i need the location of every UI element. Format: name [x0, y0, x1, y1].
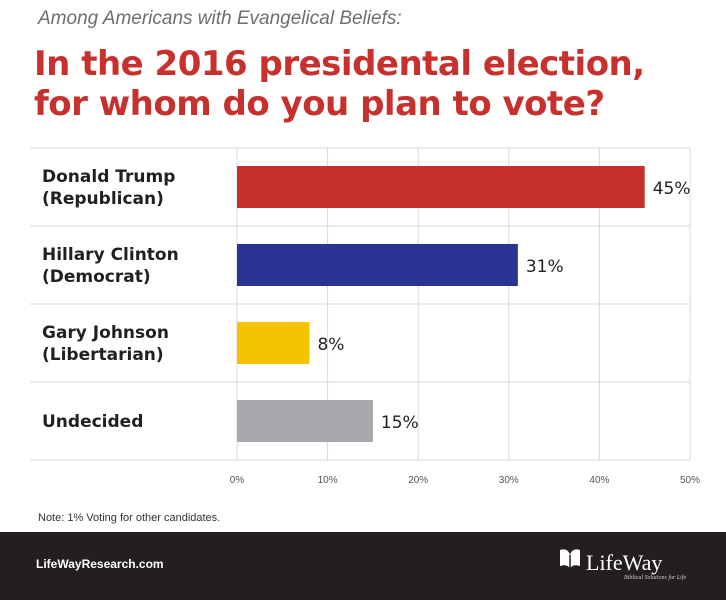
x-tick-label: 0% — [230, 475, 245, 486]
data-label: 31% — [526, 257, 564, 277]
bar-gary-johnson — [237, 322, 310, 364]
chart-title-line-2: for whom do you plan to vote? — [34, 84, 605, 124]
bar-hillary-clinton — [237, 244, 518, 286]
chart-title: In the 2016 presidental election, for wh… — [34, 44, 645, 124]
category-label: Undecided — [42, 412, 143, 432]
category-label: Gary Johnson (Libertarian) — [42, 323, 169, 365]
x-tick-label: 10% — [318, 475, 338, 486]
footer-website-link[interactable]: LifeWayResearch.com — [36, 557, 164, 571]
bar-chart: 0% 10% 20% 30% 40% 50% Donald Trump (Republican… — [30, 147, 700, 486]
data-label: 45% — [653, 179, 691, 199]
chart-title-line-1: In the 2016 presidental election, — [34, 44, 645, 84]
data-label: 8% — [317, 335, 344, 355]
x-tick-label: 50% — [680, 475, 700, 486]
bar-donald-trump — [237, 166, 645, 208]
chart-subtitle: Among Americans with Evangelical Beliefs… — [38, 8, 402, 29]
bar-undecided — [237, 400, 373, 442]
lifeway-logo-icon — [560, 549, 580, 569]
category-label: Hillary Clinton (Democrat) — [42, 245, 179, 287]
x-tick-label: 30% — [499, 475, 519, 486]
lifeway-logo: LifeWay Biblical Solutions for Life — [556, 546, 686, 586]
category-label: Donald Trump (Republican) — [42, 167, 175, 209]
logo-wordmark: LifeWay — [586, 550, 663, 575]
logo-tagline: Biblical Solutions for Life — [624, 575, 687, 581]
footnote: Note: 1% Voting for other candidates. — [38, 512, 221, 524]
x-tick-label: 40% — [589, 475, 609, 486]
data-label: 15% — [381, 413, 419, 433]
x-tick-label: 20% — [408, 475, 428, 486]
footer-bar: LifeWayResearch.com LifeWay Biblical Sol… — [0, 532, 726, 600]
